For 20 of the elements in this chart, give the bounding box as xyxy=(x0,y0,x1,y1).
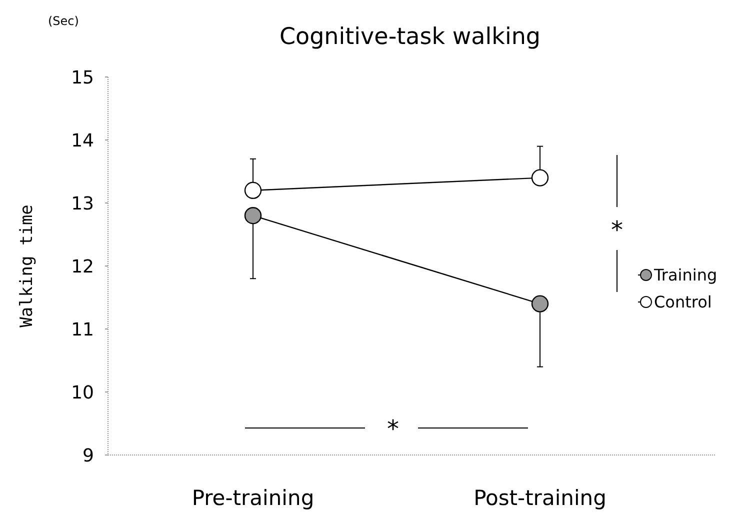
x-tick-label: Post-training xyxy=(474,486,606,510)
point xyxy=(244,207,262,224)
text: (Sec) xyxy=(48,14,79,28)
annotation: * xyxy=(387,415,399,443)
x-tick-label: Pre-training xyxy=(192,486,314,510)
point xyxy=(531,295,549,312)
chart-title: Cognitive-task walking xyxy=(279,24,541,50)
y-tick-label: 9 xyxy=(82,445,94,466)
y-tick-label: 13 xyxy=(71,193,94,214)
legend-label: Control xyxy=(654,292,712,312)
y-tick-label: 15 xyxy=(71,67,94,88)
point xyxy=(531,169,549,186)
y-tick-label: 10 xyxy=(71,382,94,404)
annotation: * xyxy=(611,216,623,244)
y-axis-title: Walking time xyxy=(17,204,37,328)
point xyxy=(244,182,262,199)
y-tick-label: 14 xyxy=(71,130,94,152)
y-tick-label: 11 xyxy=(71,319,94,340)
y-tick-label: 12 xyxy=(71,256,94,278)
legend-label: Training xyxy=(653,266,718,285)
